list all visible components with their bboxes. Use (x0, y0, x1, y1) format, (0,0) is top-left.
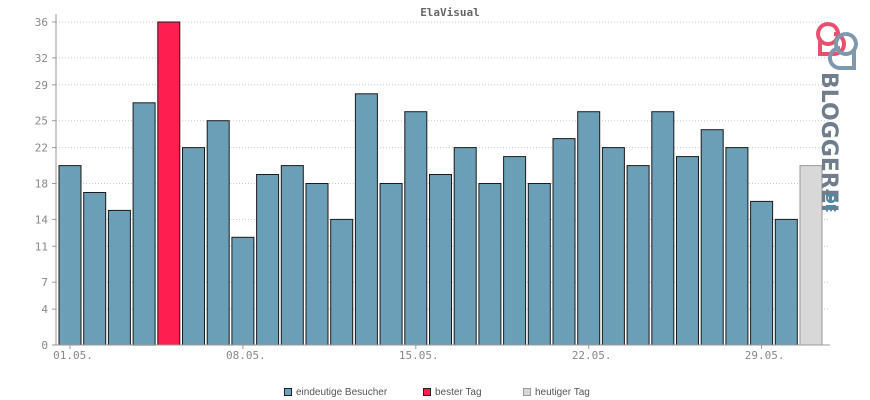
x-tick-label: 29.05. (745, 349, 785, 362)
chart-legend: eindeutige Besucher bester Tag heutiger … (0, 385, 870, 399)
y-tick-labels: 0 4 7 11 14 18 22 25 29 32 36 (35, 16, 56, 352)
bars (58, 21, 823, 346)
bar-visitors-8 (231, 236, 255, 346)
bar-visitors-11 (305, 183, 329, 346)
bar-visitors-23 (601, 147, 625, 346)
bar-visitors-17 (453, 147, 477, 346)
chart-title: ElaVisual (420, 6, 480, 19)
bar-visitors-3 (107, 209, 131, 346)
bar-visitors-28 (725, 147, 749, 346)
bar-visitors-21 (552, 138, 576, 346)
y-tick-label: 29 (35, 79, 48, 92)
x-tick-label: 22.05. (572, 349, 612, 362)
x-tick-labels: 01.05. 08.05. 15.05. 22.05. 29.05. (53, 345, 784, 362)
x-tick-label: 01.05. (53, 349, 93, 362)
bar-visitors-2 (83, 192, 107, 346)
y-tick-label: 0 (41, 339, 48, 352)
y-tick-label: 7 (41, 276, 48, 289)
y-tick-label: 36 (35, 16, 48, 29)
bar-visitors-26 (676, 156, 699, 346)
y-tick-label: 4 (41, 303, 48, 316)
bar-visitors-15 (404, 111, 428, 346)
legend-label-visitors: eindeutige Besucher (296, 386, 388, 398)
bar-visitors-16 (429, 174, 452, 346)
bar-visitors-25 (651, 111, 675, 346)
bloggerei-logo: BLOGGEREI .DE (816, 22, 858, 213)
legend-swatch-today (523, 388, 531, 396)
bar-visitors-10 (280, 165, 304, 346)
bar-visitors-19 (503, 156, 527, 346)
x-tick-label: 08.05. (226, 349, 266, 362)
y-tick-label: 11 (35, 240, 48, 253)
legend-item-today: heutiger Tag (523, 385, 590, 399)
bar-visitors-22 (577, 111, 601, 346)
legend-item-visitors: eindeutige Besucher (284, 385, 387, 399)
bar-visitors-14 (379, 183, 403, 346)
axes (55, 14, 830, 346)
bar-visitors-7 (206, 120, 230, 346)
bar-visitors-27 (700, 129, 724, 346)
y-tick-label: 18 (35, 178, 48, 191)
bar-visitors-18 (478, 183, 502, 346)
bar-visitors-13 (354, 93, 378, 346)
bar-visitors-4 (132, 102, 156, 346)
legend-label-best: bester Tag (435, 386, 482, 398)
bloggerei-logo-text: BLOGGEREI (816, 72, 841, 212)
legend-swatch-visitors (284, 388, 292, 396)
x-tick-label: 15.05. (399, 349, 439, 362)
bloggerei-logo-suffix: .DE (822, 188, 837, 213)
bar-visitors-29 (750, 200, 774, 346)
y-tick-label: 14 (35, 213, 49, 226)
y-tick-label: 32 (35, 52, 48, 65)
legend-item-best: bester Tag (423, 385, 482, 399)
legend-swatch-best (423, 388, 431, 396)
bar-visitors-1 (58, 165, 82, 346)
legend-label-today: heutiger Tag (535, 386, 590, 398)
bar-visitors-6 (182, 147, 205, 346)
bar-best-5 (157, 21, 181, 346)
bar-visitors-12 (330, 218, 354, 346)
bar-visitors-9 (256, 174, 280, 346)
bar-visitors-20 (527, 183, 551, 346)
y-tick-label: 22 (35, 142, 48, 155)
bar-visitors-30 (774, 218, 798, 346)
bloggerei-logo-mark (816, 22, 858, 70)
bar-visitors-24 (626, 165, 650, 346)
y-tick-label: 25 (35, 115, 48, 128)
